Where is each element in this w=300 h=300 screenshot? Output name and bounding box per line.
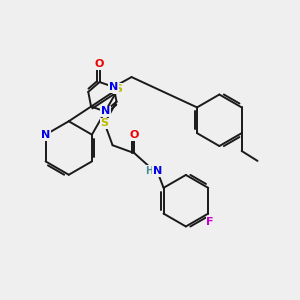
Text: O: O <box>130 130 139 140</box>
Text: S: S <box>114 84 122 94</box>
Text: N: N <box>152 166 162 176</box>
Text: N: N <box>100 106 110 116</box>
Text: N: N <box>109 82 118 92</box>
Text: N: N <box>41 130 50 140</box>
Text: S: S <box>100 118 109 128</box>
Text: H: H <box>145 166 153 176</box>
Text: O: O <box>95 59 104 69</box>
Text: F: F <box>206 217 214 226</box>
